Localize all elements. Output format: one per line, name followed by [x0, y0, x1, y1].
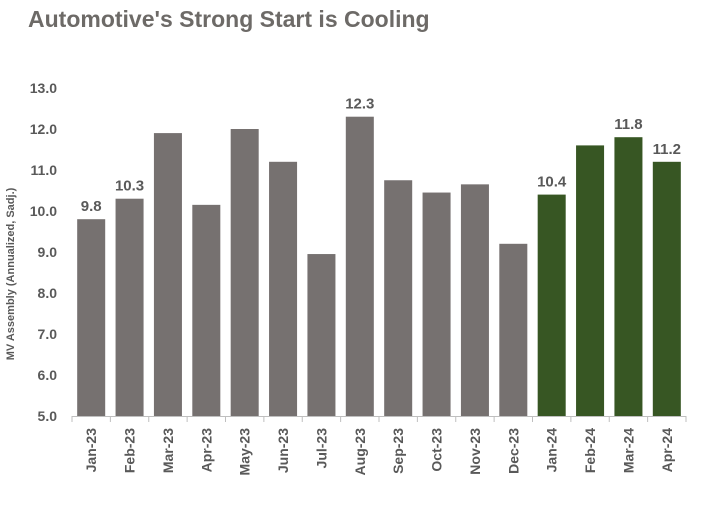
- bar-oct-23: [422, 192, 451, 416]
- x-tick-label: Mar-23: [160, 428, 176, 473]
- y-tick-label: 10.0: [30, 203, 57, 219]
- data-label: 11.2: [653, 141, 681, 158]
- data-label: 9.8: [81, 198, 102, 215]
- y-tick-label: 5.0: [38, 408, 58, 424]
- y-tick-label: 6.0: [38, 367, 58, 383]
- y-axis-label: MV Assembly (Annualized, Sadj.): [5, 187, 17, 360]
- data-label: 11.8: [614, 116, 642, 133]
- bar-mar-23: [153, 133, 182, 416]
- chart-title: Automotive's Strong Start is Cooling: [28, 6, 430, 32]
- bar-nov-23: [460, 184, 489, 416]
- bar-aug-23: [345, 116, 374, 416]
- bars: 9.8 10.3 12.3 10.4 11.8 11.2: [77, 96, 681, 416]
- x-tick-label: Aug-23: [352, 428, 368, 476]
- bar-jan-23: [77, 219, 106, 416]
- x-tick-label: Jun-23: [275, 428, 291, 473]
- x-axis: Jan-23 Feb-23 Mar-23 Apr-23 May-23 Jun-23 Jul-…: [71, 416, 687, 476]
- x-tick-label: Oct-23: [429, 428, 445, 472]
- y-tick-label: 13.0: [30, 80, 57, 96]
- x-tick-label: Feb-24: [582, 428, 598, 473]
- x-tick-label: Apr-23: [198, 428, 214, 473]
- x-tick-label: May-23: [237, 428, 253, 476]
- bar-jul-23: [307, 254, 336, 416]
- x-tick-label: Sep-23: [390, 428, 406, 474]
- x-tick-label: Apr-24: [659, 428, 675, 473]
- bar-feb-23: [115, 198, 144, 416]
- bar-apr-24: [652, 161, 681, 416]
- x-tick-label: Mar-24: [620, 428, 636, 473]
- x-tick-label: Feb-23: [122, 428, 138, 473]
- bar-may-23: [230, 129, 259, 416]
- x-tick-label: Jul-23: [313, 428, 329, 469]
- bar-dec-23: [499, 243, 528, 416]
- y-axis: 5.0 6.0 7.0 8.0 9.0 10.0 11.0 12.0 13.0: [30, 80, 57, 424]
- bar-mar-24: [614, 137, 643, 416]
- bar-jan-24: [537, 194, 566, 416]
- y-tick-label: 7.0: [38, 326, 58, 342]
- bar-apr-23: [192, 204, 221, 416]
- bar-jun-23: [269, 161, 298, 416]
- x-tick-label: Dec-23: [505, 428, 521, 474]
- bar-feb-24: [576, 145, 605, 416]
- y-tick-label: 9.0: [38, 244, 58, 260]
- bar-sep-23: [384, 180, 413, 416]
- data-label: 10.4: [537, 174, 567, 191]
- data-label: 10.3: [115, 178, 144, 195]
- x-tick-label: Jan-24: [544, 428, 560, 473]
- x-tick-label: Jan-23: [83, 428, 99, 473]
- x-tick-label: Nov-23: [467, 428, 483, 475]
- y-tick-label: 8.0: [38, 285, 58, 301]
- y-tick-label: 12.0: [30, 121, 57, 137]
- data-label: 12.3: [345, 96, 374, 113]
- y-tick-label: 11.0: [31, 162, 58, 178]
